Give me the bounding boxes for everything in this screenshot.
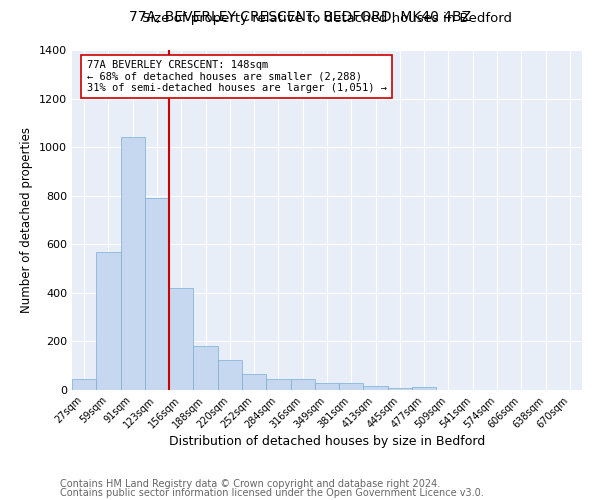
Title: Size of property relative to detached houses in Bedford: Size of property relative to detached ho… bbox=[142, 12, 512, 25]
Bar bbox=[242, 374, 266, 390]
Bar bbox=[364, 386, 388, 390]
Bar bbox=[218, 360, 242, 390]
Text: Contains HM Land Registry data © Crown copyright and database right 2024.: Contains HM Land Registry data © Crown c… bbox=[60, 479, 440, 489]
Bar bbox=[121, 138, 145, 390]
X-axis label: Distribution of detached houses by size in Bedford: Distribution of detached houses by size … bbox=[169, 436, 485, 448]
Bar bbox=[193, 346, 218, 390]
Text: 77A BEVERLEY CRESCENT: 148sqm
← 68% of detached houses are smaller (2,288)
31% o: 77A BEVERLEY CRESCENT: 148sqm ← 68% of d… bbox=[86, 60, 386, 93]
Bar bbox=[290, 378, 315, 390]
Bar bbox=[388, 388, 412, 390]
Bar bbox=[96, 252, 121, 390]
Bar bbox=[169, 288, 193, 390]
Y-axis label: Number of detached properties: Number of detached properties bbox=[20, 127, 34, 313]
Bar bbox=[315, 384, 339, 390]
Text: Contains public sector information licensed under the Open Government Licence v3: Contains public sector information licen… bbox=[60, 488, 484, 498]
Bar bbox=[145, 198, 169, 390]
Text: 77A, BEVERLEY CRESCENT, BEDFORD, MK40 4BZ: 77A, BEVERLEY CRESCENT, BEDFORD, MK40 4B… bbox=[129, 10, 471, 24]
Bar bbox=[72, 378, 96, 390]
Bar bbox=[339, 384, 364, 390]
Bar bbox=[412, 387, 436, 390]
Bar bbox=[266, 378, 290, 390]
